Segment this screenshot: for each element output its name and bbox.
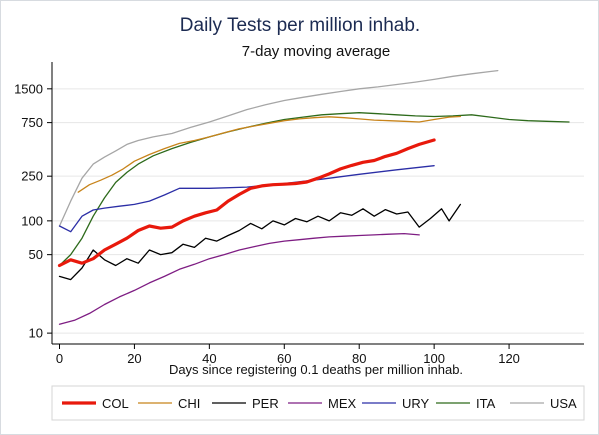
legend-label-mex: MEX: [328, 396, 357, 411]
series-line-mex: [58, 232, 420, 325]
legend-label-col: COL: [102, 396, 129, 411]
gridlines: [52, 88, 584, 334]
legend-label-per: PER: [252, 396, 279, 411]
y-tick-label-5: 1500: [14, 81, 43, 96]
axes: 10 50 100 250 750 1500 0 20 40 60 80 100 120: [14, 62, 584, 366]
legend-label-ury: URY: [402, 396, 430, 411]
x-axis-label: Days since registering 0.1 deaths per mi…: [169, 362, 463, 377]
x-tick-label-2: 40: [202, 351, 216, 366]
y-tick-label-1: 50: [29, 247, 43, 262]
chart-subtitle: 7-day moving average: [242, 43, 390, 60]
series-line-usa: [58, 69, 499, 227]
series-line-chi: [77, 115, 462, 193]
legend-label-usa: USA: [550, 396, 577, 411]
x-tick-label-6: 120: [498, 351, 520, 366]
series-line-per: [58, 203, 462, 281]
series-lines: [57, 69, 570, 325]
y-tick-label-0: 10: [29, 326, 43, 341]
y-tick-label-2: 100: [21, 213, 43, 228]
y-tick-label-3: 250: [21, 169, 43, 184]
x-tick-label-5: 100: [423, 351, 445, 366]
series-line-ita: [58, 112, 570, 267]
y-tick-label-4: 750: [21, 115, 43, 130]
x-tick-label-3: 60: [277, 351, 291, 366]
x-tick-label-0: 0: [56, 351, 63, 366]
series-line-col: [57, 138, 436, 268]
x-tick-label-4: 80: [352, 351, 366, 366]
legend-label-ita: ITA: [476, 396, 496, 411]
legend: COL CHI PER MEX URY ITA USA: [51, 385, 585, 421]
chart-title: Daily Tests per million inhab.: [180, 15, 420, 36]
series-line-ury: [58, 165, 435, 233]
x-tick-label-1: 20: [127, 351, 141, 366]
legend-label-chi: CHI: [178, 396, 200, 411]
